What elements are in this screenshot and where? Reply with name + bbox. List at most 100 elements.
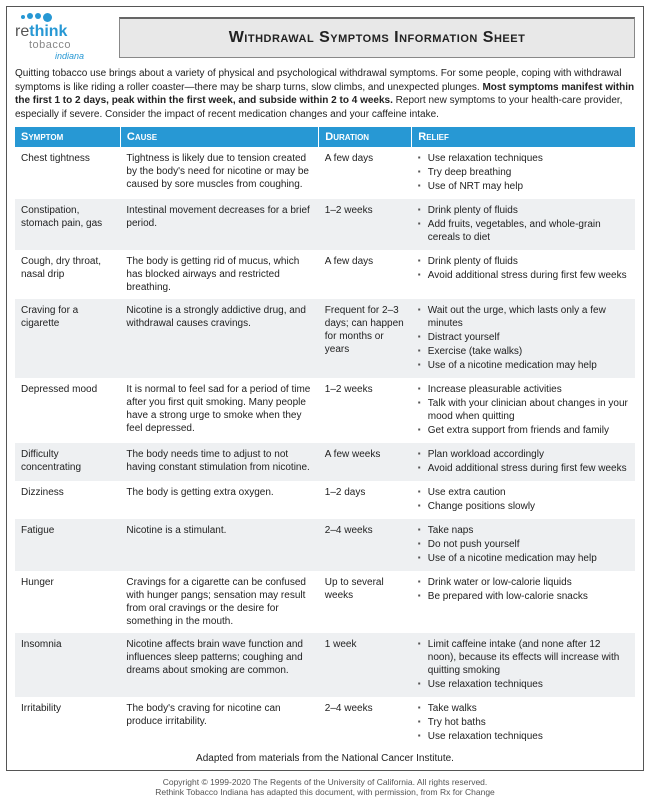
logo: rethink tobacco indiana: [15, 13, 111, 61]
relief-list: Take napsDo not push yourselfUse of a ni…: [418, 524, 629, 565]
relief-item: Exercise (take walks): [418, 345, 629, 358]
relief-item: Distract yourself: [418, 331, 629, 344]
table-row: Chest tightnessTightness is likely due t…: [15, 147, 635, 199]
header-duration: Duration: [319, 127, 412, 147]
relief-item: Use relaxation techniques: [418, 152, 629, 165]
cell-cause: Nicotine affects brain wave function and…: [120, 633, 318, 697]
cell-duration: A few weeks: [319, 443, 412, 481]
cell-relief: Plan workload accordinglyAvoid additiona…: [412, 443, 635, 481]
table-row: Craving for a cigaretteNicotine is a str…: [15, 299, 635, 378]
relief-list: Use extra cautionChange positions slowly: [418, 486, 629, 513]
relief-item: Do not push yourself: [418, 538, 629, 551]
relief-item: Be prepared with low-calorie snacks: [418, 590, 629, 603]
header-row: rethink tobacco indiana Withdrawal Sympt…: [15, 13, 635, 61]
relief-item: Drink plenty of fluids: [418, 255, 629, 268]
cell-symptom: Chest tightness: [15, 147, 120, 199]
relief-item: Use of a nicotine medication may help: [418, 552, 629, 565]
relief-item: Increase pleasurable activities: [418, 383, 629, 396]
cell-symptom: Fatigue: [15, 519, 120, 571]
relief-item: Avoid additional stress during first few…: [418, 462, 629, 475]
title-box: Withdrawal Symptoms Information Sheet: [119, 17, 635, 58]
cell-symptom: Difficulty concentrating: [15, 443, 120, 481]
relief-list: Drink plenty of fluidsAdd fruits, vegeta…: [418, 204, 629, 244]
relief-list: Wait out the urge, which lasts only a fe…: [418, 304, 629, 372]
header-relief: Relief: [412, 127, 635, 147]
cell-duration: A few days: [319, 147, 412, 199]
relief-item: Plan workload accordingly: [418, 448, 629, 461]
cell-duration: 2–4 weeks: [319, 519, 412, 571]
relief-item: Avoid additional stress during first few…: [418, 269, 629, 282]
cell-relief: Increase pleasurable activitiesTalk with…: [412, 378, 635, 443]
intro-paragraph: Quitting tobacco use brings about a vari…: [15, 67, 635, 121]
cell-relief: Drink water or low-calorie liquidsBe pre…: [412, 571, 635, 633]
cell-duration: 1–2 weeks: [319, 378, 412, 443]
relief-list: Drink plenty of fluidsAvoid additional s…: [418, 255, 629, 282]
cell-symptom: Irritability: [15, 697, 120, 749]
cell-cause: The body's craving for nicotine can prod…: [120, 697, 318, 749]
table-row: IrritabilityThe body's craving for nicot…: [15, 697, 635, 749]
cell-duration: Up to several weeks: [319, 571, 412, 633]
cell-symptom: Dizziness: [15, 481, 120, 519]
cell-cause: It is normal to feel sad for a period of…: [120, 378, 318, 443]
cell-duration: 2–4 weeks: [319, 697, 412, 749]
cell-relief: Take walksTry hot bathsUse relaxation te…: [412, 697, 635, 749]
table-header-row: Symptom Cause Duration Relief: [15, 127, 635, 147]
header-cause: Cause: [120, 127, 318, 147]
relief-item: Add fruits, vegetables, and whole-grain …: [418, 218, 629, 244]
cell-symptom: Craving for a cigarette: [15, 299, 120, 378]
cell-cause: Cravings for a cigarette can be confused…: [120, 571, 318, 633]
table-row: HungerCravings for a cigarette can be co…: [15, 571, 635, 633]
cell-relief: Use relaxation techniquesTry deep breath…: [412, 147, 635, 199]
cell-relief: Drink plenty of fluidsAdd fruits, vegeta…: [412, 199, 635, 250]
cell-duration: A few days: [319, 250, 412, 299]
relief-list: Increase pleasurable activitiesTalk with…: [418, 383, 629, 437]
relief-list: Plan workload accordinglyAvoid additiona…: [418, 448, 629, 475]
cell-duration: 1 week: [319, 633, 412, 697]
adapted-note: Adapted from materials from the National…: [15, 749, 635, 766]
cell-duration: 1–2 days: [319, 481, 412, 519]
table-row: Difficulty concentratingThe body needs t…: [15, 443, 635, 481]
table-row: FatigueNicotine is a stimulant.2–4 weeks…: [15, 519, 635, 571]
relief-item: Limit caffeine intake (and none after 12…: [418, 638, 629, 677]
cell-cause: Nicotine is a strongly addictive drug, a…: [120, 299, 318, 378]
cell-relief: Use extra cautionChange positions slowly: [412, 481, 635, 519]
relief-item: Change positions slowly: [418, 500, 629, 513]
logo-sub: tobacco: [15, 39, 111, 51]
cell-cause: The body is getting extra oxygen.: [120, 481, 318, 519]
relief-list: Take walksTry hot bathsUse relaxation te…: [418, 702, 629, 743]
relief-list: Drink water or low-calorie liquidsBe pre…: [418, 576, 629, 603]
relief-item: Wait out the urge, which lasts only a fe…: [418, 304, 629, 330]
cell-relief: Wait out the urge, which lasts only a fe…: [412, 299, 635, 378]
relief-item: Drink water or low-calorie liquids: [418, 576, 629, 589]
table-body: Chest tightnessTightness is likely due t…: [15, 147, 635, 749]
cell-relief: Take napsDo not push yourselfUse of a ni…: [412, 519, 635, 571]
relief-item: Take naps: [418, 524, 629, 537]
cell-symptom: Insomnia: [15, 633, 120, 697]
cell-symptom: Depressed mood: [15, 378, 120, 443]
table-row: Constipation, stomach pain, gasIntestina…: [15, 199, 635, 250]
cell-relief: Drink plenty of fluidsAvoid additional s…: [412, 250, 635, 299]
relief-item: Use of a nicotine medication may help: [418, 359, 629, 372]
table-row: Cough, dry throat, nasal dripThe body is…: [15, 250, 635, 299]
cell-symptom: Hunger: [15, 571, 120, 633]
relief-item: Use extra caution: [418, 486, 629, 499]
relief-item: Talk with your clinician about changes i…: [418, 397, 629, 423]
logo-sub2: indiana: [15, 51, 111, 61]
table-row: DizzinessThe body is getting extra oxyge…: [15, 481, 635, 519]
header-symptom: Symptom: [15, 127, 120, 147]
cell-cause: Nicotine is a stimulant.: [120, 519, 318, 571]
cell-duration: 1–2 weeks: [319, 199, 412, 250]
page: rethink tobacco indiana Withdrawal Sympt…: [6, 6, 644, 771]
cell-relief: Limit caffeine intake (and none after 12…: [412, 633, 635, 697]
page-title: Withdrawal Symptoms Information Sheet: [128, 29, 626, 47]
relief-item: Use relaxation techniques: [418, 730, 629, 743]
logo-text: rethink: [15, 24, 111, 39]
relief-item: Drink plenty of fluids: [418, 204, 629, 217]
relief-item: Use relaxation techniques: [418, 678, 629, 691]
relief-list: Limit caffeine intake (and none after 12…: [418, 638, 629, 691]
logo-re: re: [15, 23, 29, 40]
table-row: Depressed moodIt is normal to feel sad f…: [15, 378, 635, 443]
relief-item: Use of NRT may help: [418, 180, 629, 193]
cell-cause: Intestinal movement decreases for a brie…: [120, 199, 318, 250]
logo-dots-icon: [15, 13, 111, 22]
